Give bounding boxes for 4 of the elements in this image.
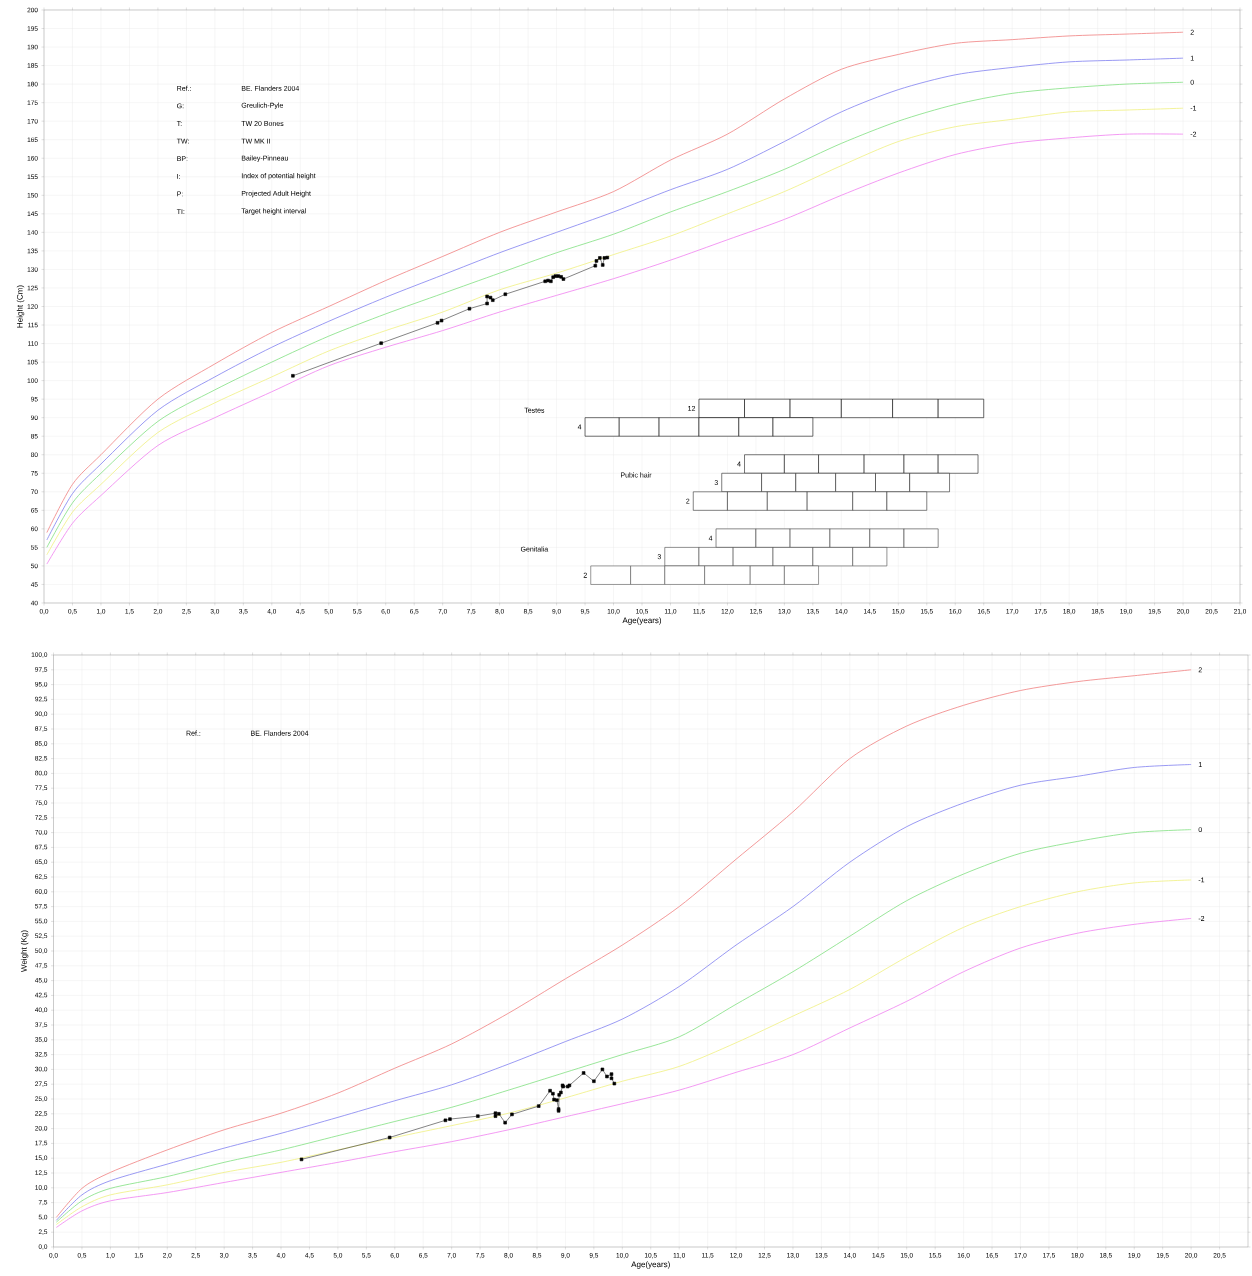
x-axis-title: Age(years) [631, 1261, 670, 1269]
x-axis-title: Age(years) [622, 617, 662, 625]
y-axis-title: Height (Cm) [16, 285, 25, 328]
y-axis-title: Weight (Kg) [20, 930, 29, 973]
